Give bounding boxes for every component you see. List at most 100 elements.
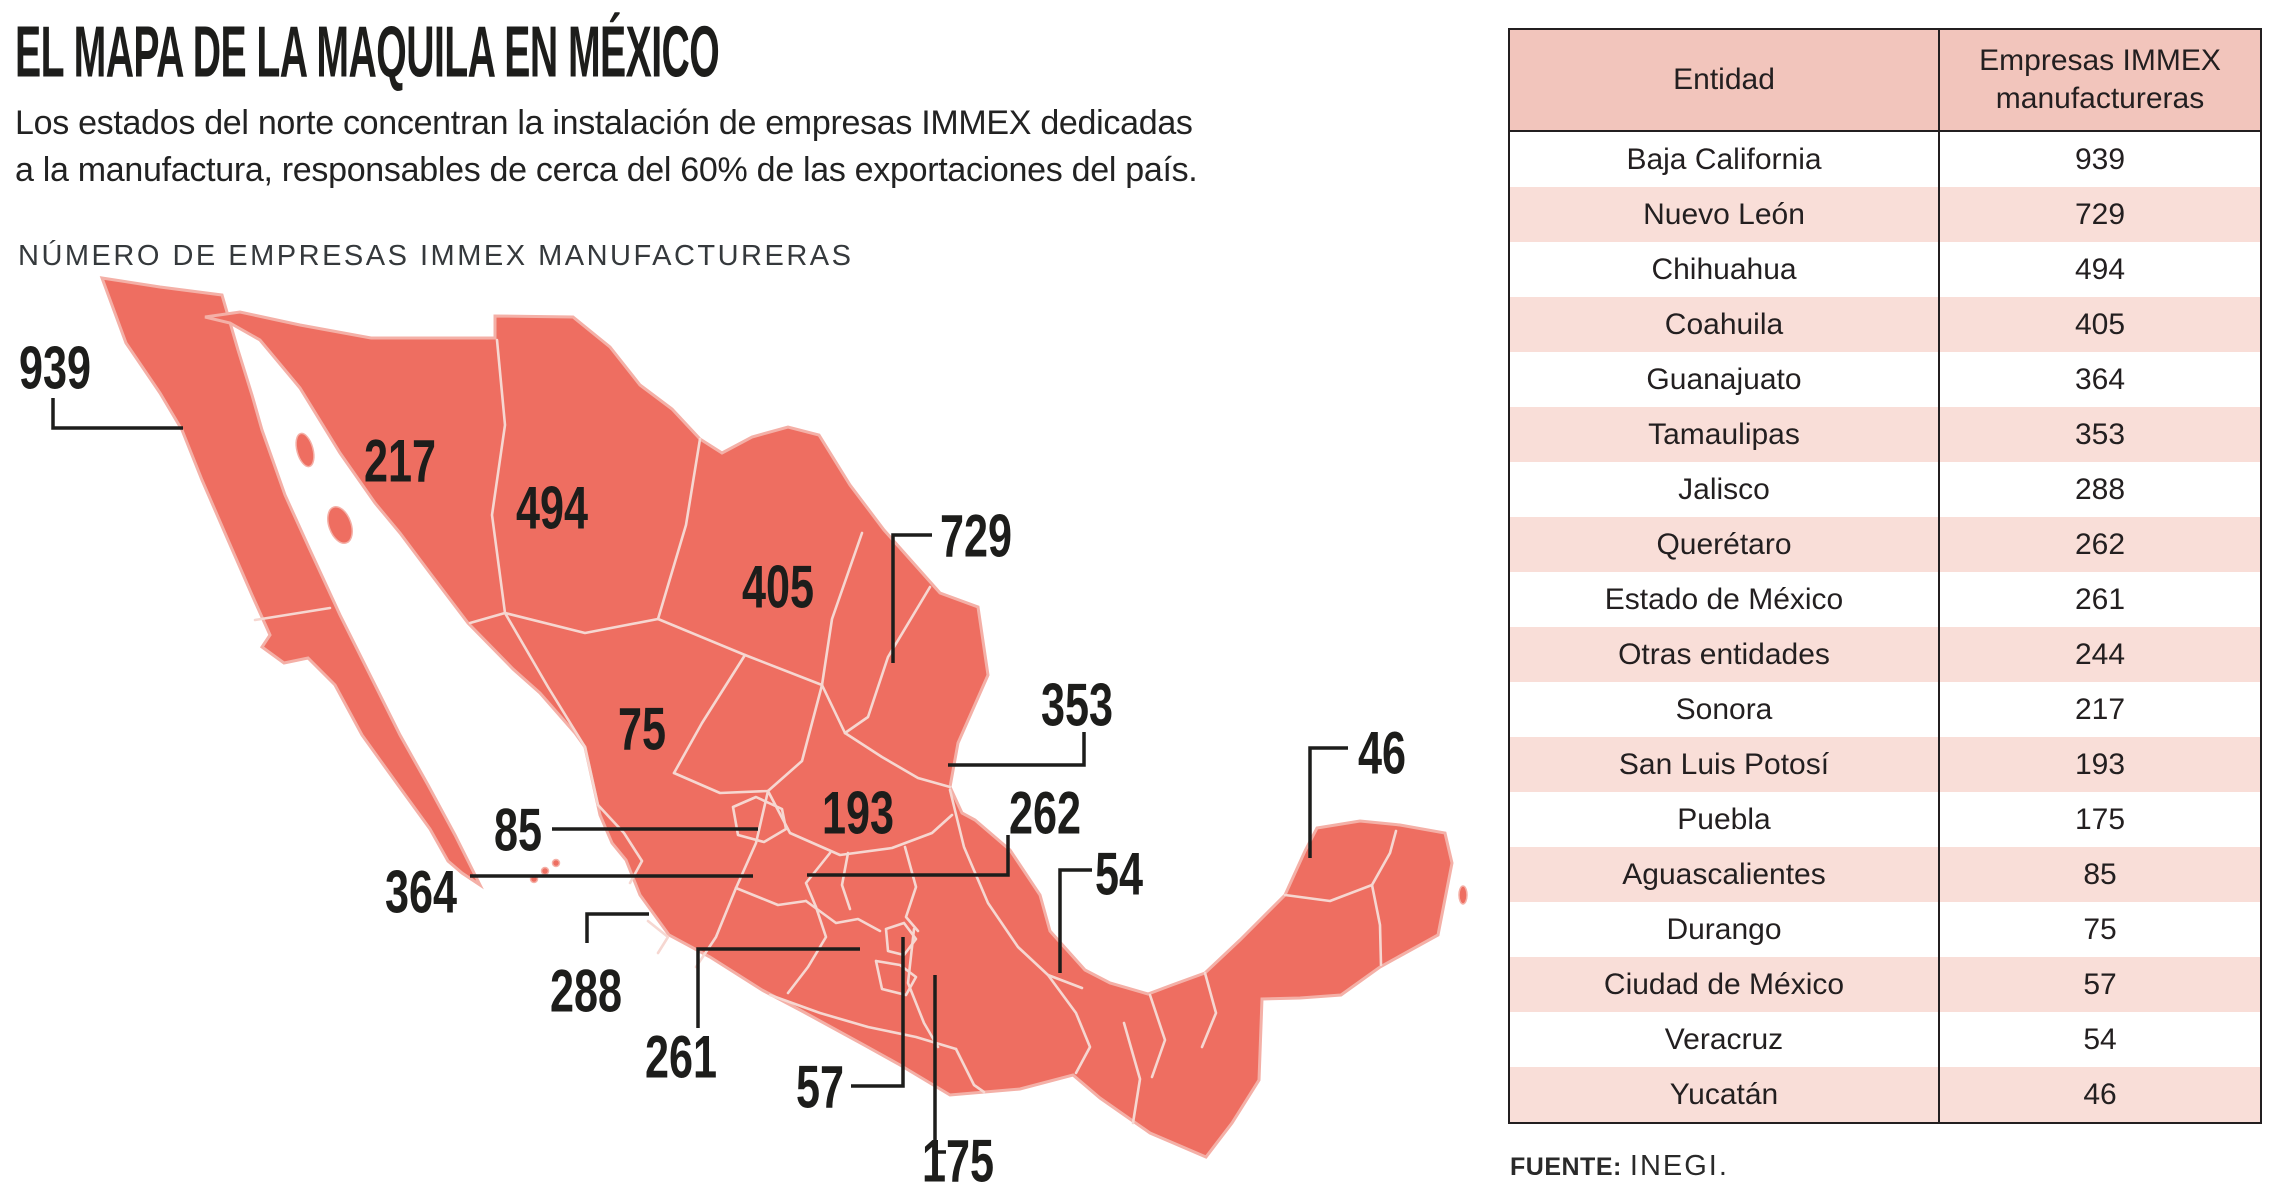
value-cell: 288 (2074, 472, 2126, 506)
map-value-sonora: 217 (364, 429, 436, 496)
source-label: FUENTE: (1510, 1153, 1622, 1181)
map-value-aguascalientes: 85 (494, 798, 542, 865)
value-cell: 217 (2074, 692, 2126, 726)
baja-california-peninsula-shape (99, 276, 484, 890)
value-cell: 729 (1939, 187, 2260, 242)
value-cell: 46 (1939, 1067, 2260, 1122)
entity-cell: Veracruz (1510, 1012, 1940, 1067)
table-row: Tamaulipas 353 (1510, 407, 2260, 462)
map-kicker: NÚMERO DE EMPRESAS IMMEX MANUFACTURERAS (18, 240, 854, 272)
leader-line-nuevo-león (891, 533, 932, 663)
table-row: Chihuahua 494 (1510, 242, 2260, 297)
value-cell: 175 (2074, 802, 2126, 836)
isla-cozumel-icon (1458, 885, 1468, 905)
map-value-coahuila: 405 (742, 555, 814, 622)
leader-line-tamaulipas (948, 732, 1086, 767)
map-value-durango: 75 (618, 697, 666, 764)
state-borders (253, 338, 1398, 1125)
source-value: INEGI. (1629, 1150, 1729, 1182)
islands (295, 432, 1468, 905)
map-value-labels: 939 217 494 405 729 353 75 193 85 262 364 288 261 57 1… (19, 336, 1406, 1196)
entity-cell: Ciudad de México (1510, 957, 1940, 1012)
entity-table: Entidad Empresas IMMEX manufactureras Ba… (1508, 28, 2262, 1124)
entity-cell: Chihuahua (1510, 242, 1940, 297)
entity-cell: Guanajuato (1510, 352, 1940, 407)
value-cell: 57 (1939, 957, 2260, 1012)
table-row: Nuevo León 729 (1510, 187, 2260, 242)
leader-line-baja-california (51, 398, 183, 430)
subtitle-line2: a la manufactura, responsables de cerca … (15, 151, 1198, 189)
table-row: Querétaro 262 (1510, 517, 2260, 572)
map-value-ciudad-de-méxico: 57 (796, 1055, 844, 1122)
map-value-puebla: 175 (922, 1129, 994, 1196)
entity-cell: Sonora (1510, 682, 1940, 737)
source-note: FUENTE: INEGI. (1510, 1150, 1729, 1183)
entity-cell: Yucatán (1510, 1067, 1940, 1122)
map-value-tamaulipas: 353 (1041, 673, 1113, 740)
leader-line-yucatán (1308, 746, 1348, 858)
table-row: Jalisco 288 (1510, 462, 2260, 517)
value-cell: 244 (1939, 627, 2260, 682)
table-row: San Luis Potosí 193 (1510, 737, 2260, 792)
table-row: Yucatán 46 (1510, 1067, 2260, 1122)
map-value-san-luis-potosí: 193 (822, 781, 894, 848)
leader-line-veracruz (1058, 868, 1092, 973)
table-header-row: Entidad Empresas IMMEX manufactureras (1510, 30, 2260, 132)
map-value-baja-california: 939 (19, 336, 91, 403)
entity-cell: San Luis Potosí (1510, 737, 1940, 792)
page-title: EL MAPA DE LA MAQUILA EN MÉXICO (15, 11, 720, 93)
map-value-jalisco: 288 (550, 959, 622, 1026)
map-value-nuevo-león: 729 (940, 504, 1012, 571)
entity-cell: Estado de México (1510, 572, 1940, 627)
leader-line-querétaro (807, 835, 1010, 877)
table-row: Durango 75 (1510, 902, 2260, 957)
map-value-estado-de-méxico: 261 (645, 1025, 717, 1092)
table-row: Otras entidades 244 (1510, 627, 2260, 682)
islas-marias-icon (540, 866, 550, 876)
entity-cell: Otras entidades (1510, 627, 1940, 682)
table-row: Veracruz 54 (1510, 1012, 2260, 1067)
map-value-querétaro: 262 (1009, 781, 1081, 848)
value-cell: 262 (1939, 517, 2260, 572)
entity-cell: Baja California (1510, 131, 1940, 187)
subtitle: Los estados del norte concentran la inst… (15, 100, 1198, 194)
value-cell: 939 (2074, 142, 2126, 176)
value-cell: 353 (1939, 407, 2260, 462)
leader-line-jalisco (585, 912, 649, 943)
value-cell: 261 (2074, 582, 2126, 616)
table-row: Ciudad de México 57 (1510, 957, 2260, 1012)
entity-cell: Puebla (1510, 792, 1940, 847)
mexico-map: 939 217 494 405 729 353 75 193 85 262 364 288 261 57 1… (0, 195, 1500, 1203)
subtitle-line1: Los estados del norte concentran la inst… (15, 104, 1193, 142)
map-value-yucatán: 46 (1358, 721, 1406, 788)
value-cell: 85 (1939, 847, 2260, 902)
value-cell: 193 (1939, 737, 2260, 792)
map-value-guanajuato: 364 (385, 860, 457, 927)
leader-line-estado-de-méxico (696, 947, 860, 1028)
table-row: Baja California 939 (1510, 131, 2260, 187)
map-value-veracruz: 54 (1095, 842, 1143, 909)
table-row: Puebla 175 (1510, 792, 2260, 847)
entity-cell: Querétaro (1510, 517, 1940, 572)
table-row: Guanajuato 364 (1510, 352, 2260, 407)
leader-line-ciudad-de-méxico (851, 937, 905, 1088)
value-cell: 364 (2074, 362, 2126, 396)
table-row: Aguascalientes 85 (1510, 847, 2260, 902)
entity-cell: Durango (1510, 902, 1940, 957)
table-row: Coahuila 405 (1510, 297, 2260, 352)
value-column-header: Empresas IMMEX manufactureras (1939, 30, 2260, 132)
entity-column-header: Entidad (1510, 30, 1940, 132)
entity-cell: Nuevo León (1510, 187, 1940, 242)
entity-cell: Jalisco (1510, 462, 1940, 517)
leader-line-puebla (933, 975, 946, 1154)
isla-angel-icon (295, 432, 315, 468)
table-row: Sonora 217 (1510, 682, 2260, 737)
value-cell: 54 (2083, 1022, 2117, 1056)
entity-cell: Aguascalientes (1510, 847, 1940, 902)
value-cell: 75 (2083, 912, 2117, 946)
mexico-map-svg: 939 217 494 405 729 353 75 193 85 262 364 288 261 57 1… (19, 276, 1468, 1196)
value-cell: 494 (2074, 252, 2126, 286)
islas-marias-icon (551, 858, 561, 868)
table-row: Estado de México 261 (1510, 572, 2260, 627)
